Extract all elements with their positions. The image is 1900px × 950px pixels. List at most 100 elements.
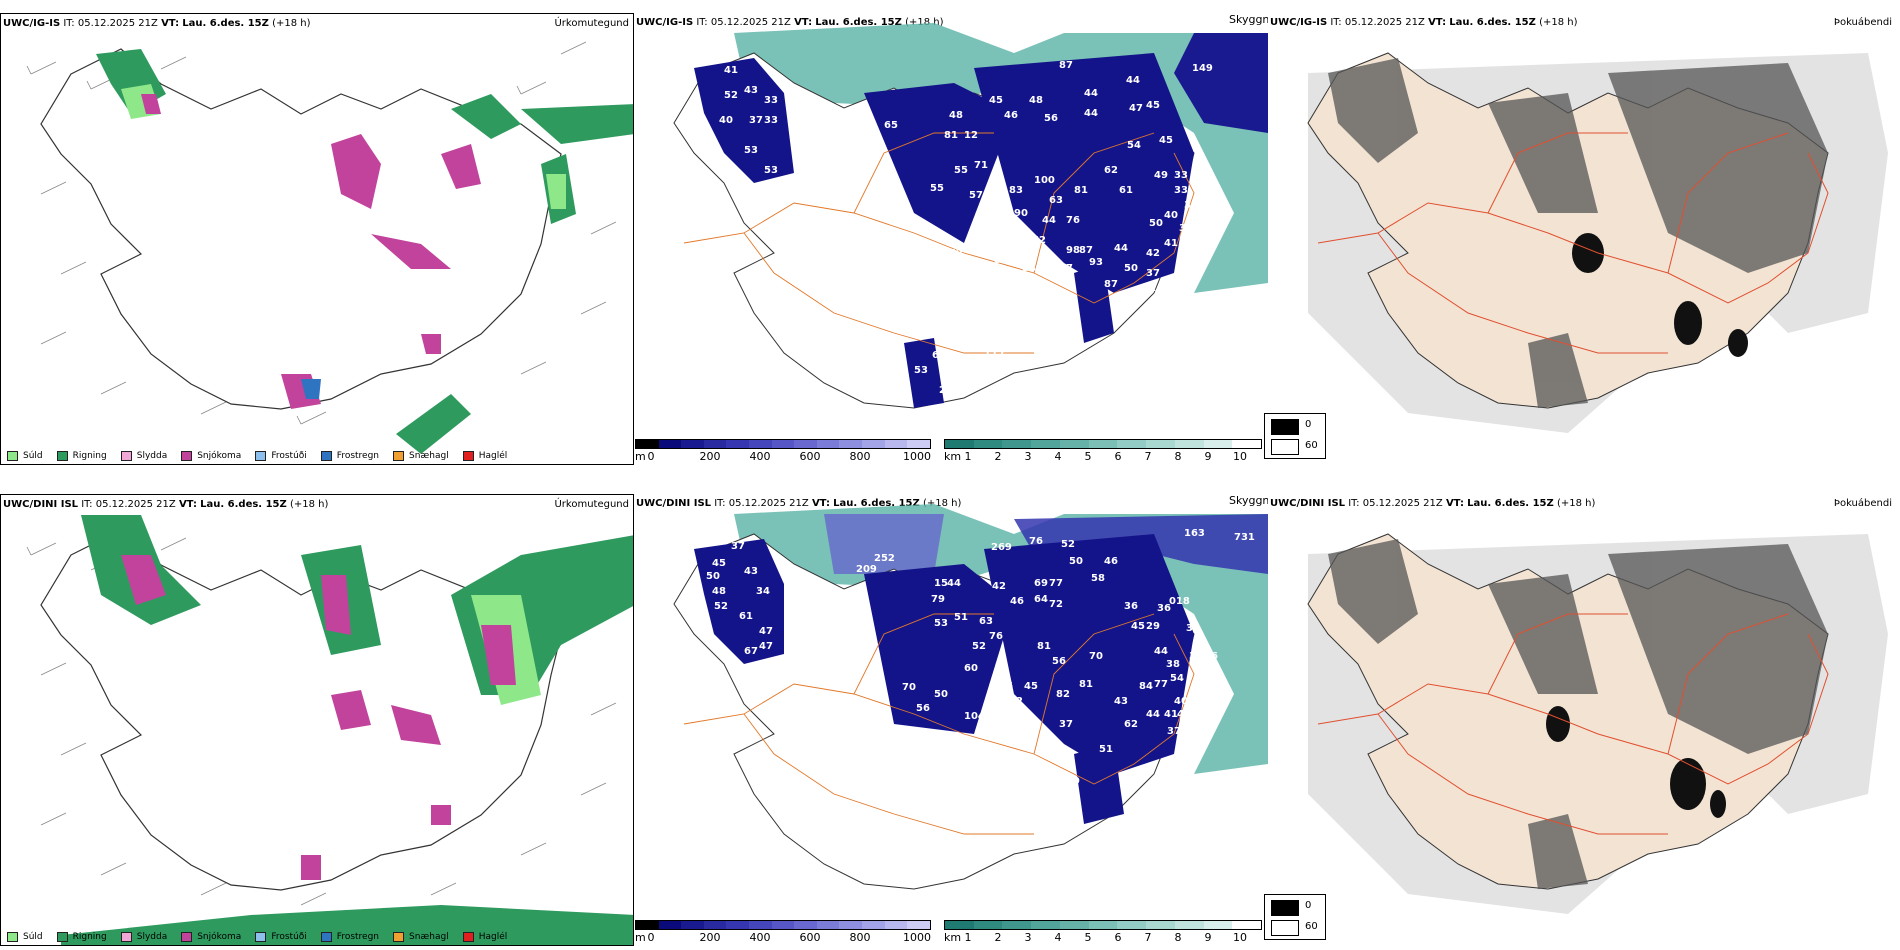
tick-label: 6 <box>1114 931 1122 944</box>
svg-text:45: 45 <box>1024 681 1038 692</box>
svg-text:42: 42 <box>1182 240 1196 251</box>
tick-label: 7 <box>1144 931 1152 944</box>
dense-fog-spots <box>1572 233 1748 357</box>
svg-text:35: 35 <box>944 871 958 882</box>
svg-text:56: 56 <box>966 235 980 246</box>
high-fog-areas <box>1328 58 1828 408</box>
tick-label: 9 <box>1204 931 1212 944</box>
fog-legend-high: 0 <box>1305 419 1312 430</box>
svg-text:40: 40 <box>719 115 733 126</box>
precip-panel-row2: UWC/DINI ISL IT: 05.12.2025 21Z VT: Lau.… <box>0 494 634 946</box>
svg-text:46: 46 <box>1010 596 1024 607</box>
svg-text:77: 77 <box>1154 679 1168 690</box>
fog-map-row1 <box>1268 35 1900 455</box>
svg-text:52: 52 <box>972 641 986 652</box>
svg-text:55: 55 <box>954 165 968 176</box>
fog-legend-low-swatch <box>1271 439 1299 455</box>
iceland-outline <box>40 529 562 891</box>
svg-text:56: 56 <box>1044 113 1058 124</box>
svg-text:44: 44 <box>1114 243 1128 254</box>
svg-text:63: 63 <box>1049 195 1063 206</box>
svg-text:50: 50 <box>706 571 720 582</box>
precip-areas <box>61 515 633 945</box>
svg-text:93: 93 <box>1089 257 1103 268</box>
tick-label: 1000 <box>903 450 931 463</box>
tick-label: 800 <box>849 450 871 463</box>
svg-text:52: 52 <box>1061 539 1075 550</box>
svg-text:57: 57 <box>764 185 778 196</box>
svg-text:43: 43 <box>744 85 758 96</box>
svg-text:104: 104 <box>964 711 985 722</box>
svg-text:37: 37 <box>1146 268 1160 279</box>
svg-text:56: 56 <box>916 703 930 714</box>
tick-label: 5 <box>1084 450 1092 463</box>
visibility-blocks <box>944 439 1262 449</box>
svg-text:44: 44 <box>1084 108 1098 119</box>
svg-text:44: 44 <box>1084 88 1098 99</box>
svg-text:29: 29 <box>1066 776 1080 787</box>
svg-text:76: 76 <box>989 631 1003 642</box>
wind-barbs <box>26 41 617 425</box>
tick-label: 1 <box>964 931 972 944</box>
fog-legend-low-swatch <box>1271 920 1299 936</box>
svg-text:018: 018 <box>1169 596 1190 607</box>
svg-text:81: 81 <box>1079 679 1093 690</box>
svg-text:1: 1 <box>1132 288 1139 299</box>
legend-item: Súld <box>7 451 43 461</box>
svg-text:45: 45 <box>712 558 726 569</box>
svg-text:33: 33 <box>1174 170 1188 181</box>
svg-text:70: 70 <box>902 682 916 693</box>
svg-text:42: 42 <box>992 581 1006 592</box>
tick-label: 8 <box>1174 450 1182 463</box>
fog-legend-high: 0 <box>1305 900 1312 911</box>
high-fog-areas <box>1328 539 1828 889</box>
svg-text:117: 117 <box>984 349 1005 360</box>
svg-text:46: 46 <box>1004 110 1018 121</box>
svg-text:84: 84 <box>1139 681 1153 692</box>
svg-text:44: 44 <box>1154 646 1168 657</box>
svg-text:81: 81 <box>1037 641 1051 652</box>
svg-text:45: 45 <box>1131 621 1145 632</box>
svg-text:731: 731 <box>1234 532 1255 543</box>
svg-text:252: 252 <box>874 553 895 564</box>
svg-text:87: 87 <box>1079 245 1093 256</box>
svg-text:55: 55 <box>930 183 944 194</box>
svg-text:53: 53 <box>934 618 948 629</box>
svg-text:56: 56 <box>1052 656 1066 667</box>
fog-panel-row2: UWC/DINI ISL IT: 05.12.2025 21Z VT: Lau.… <box>1268 494 1900 946</box>
road-network <box>683 613 1195 835</box>
tick-label: 9 <box>1204 450 1212 463</box>
visibility-unit: km <box>944 450 962 463</box>
svg-text:58: 58 <box>1091 573 1105 584</box>
svg-text:52: 52 <box>714 601 728 612</box>
legend-item: Snæhagl <box>393 451 449 461</box>
tick-label: 4 <box>1054 450 1062 463</box>
svg-text:43: 43 <box>1114 696 1128 707</box>
precip-title-row1: Úrkomutegund <box>554 18 629 29</box>
svg-text:50: 50 <box>934 689 948 700</box>
offshore-low-vis <box>1174 33 1268 133</box>
precip-areas <box>96 49 633 454</box>
svg-text:104: 104 <box>986 721 1007 732</box>
tick-label: 2 <box>994 931 1002 944</box>
fog-header-row2: UWC/DINI ISL IT: 05.12.2025 21Z VT: Lau.… <box>1270 498 1596 509</box>
svg-text:37: 37 <box>1059 719 1073 730</box>
svg-text:53: 53 <box>744 145 758 156</box>
svg-text:25: 25 <box>1066 340 1080 351</box>
svg-text:81: 81 <box>1074 185 1088 196</box>
svg-text:90: 90 <box>1014 208 1028 219</box>
tick-label: 200 <box>699 450 721 463</box>
svg-text:53: 53 <box>764 165 778 176</box>
svg-text:54: 54 <box>1127 140 1141 151</box>
tick-label: 1 <box>964 450 972 463</box>
legend-item: Frostregn <box>320 932 379 942</box>
svg-text:105: 105 <box>794 227 815 238</box>
svg-text:65: 65 <box>884 120 898 131</box>
legend-item: Rigning <box>56 451 107 461</box>
svg-text:87: 87 <box>1104 279 1118 290</box>
dense-fog-spots <box>1546 706 1726 818</box>
iceland-outline <box>40 48 562 410</box>
svg-text:48: 48 <box>949 110 963 121</box>
visibility-unit: km <box>944 931 962 944</box>
svg-text:209: 209 <box>856 564 877 575</box>
